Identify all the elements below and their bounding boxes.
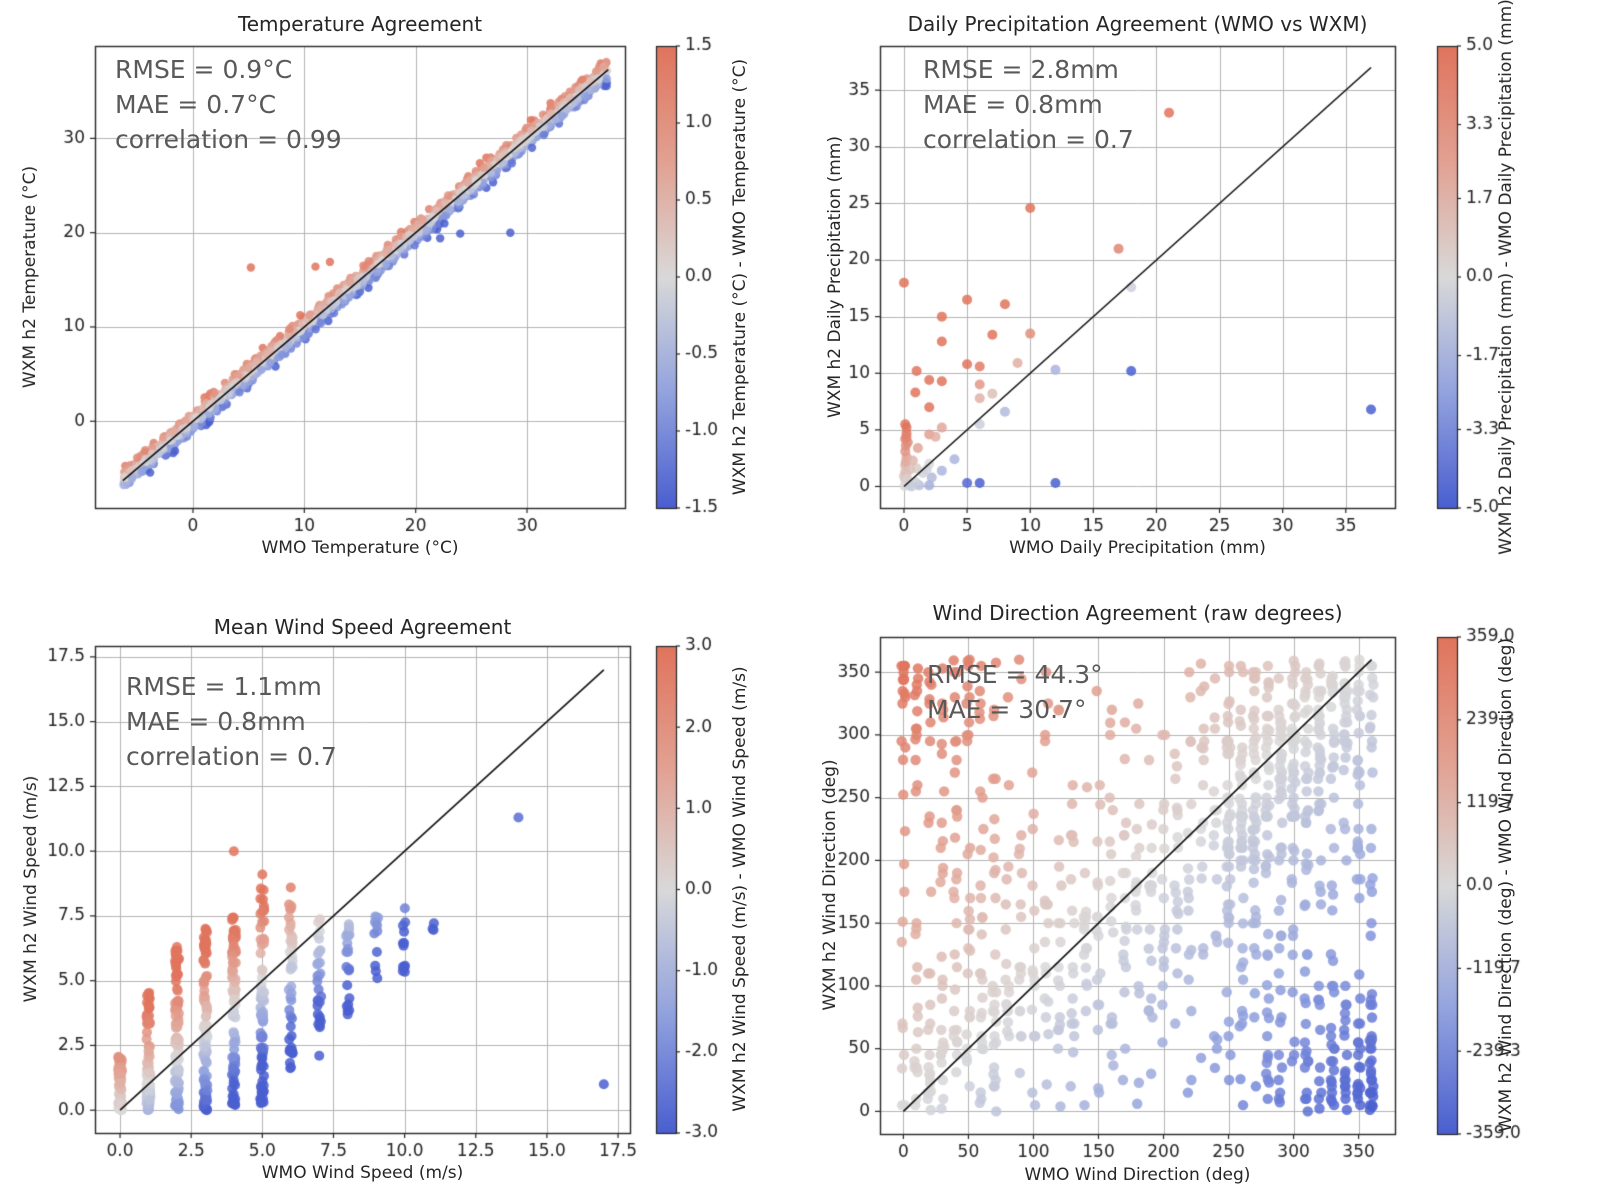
x-axis-label: WMO Daily Precipitation (mm) xyxy=(1009,538,1266,558)
colorbar-label: WXM h2 Daily Precipitation (mm) - WMO Da… xyxy=(1496,0,1516,555)
chart-title: Mean Wind Speed Agreement xyxy=(213,615,512,639)
panel-temperature: Temperature Agreement RMSE = 0.9°C MAE =… xyxy=(0,0,803,597)
y-axis-label: WXM h2 Daily Precipitation (mm) xyxy=(825,136,845,418)
temperature-plot-canvas xyxy=(0,0,803,597)
panel-wind-speed: Mean Wind Speed Agreement RMSE = 1.1mm M… xyxy=(0,597,803,1194)
wind-speed-plot-canvas xyxy=(0,597,803,1194)
stats-text: RMSE = 44.3° MAE = 30.7° xyxy=(927,660,1103,724)
y-axis-label: WXM h2 Wind Speed (m/s) xyxy=(21,775,41,1003)
stats-text: RMSE = 0.9°C MAE = 0.7°C correlation = 0… xyxy=(115,55,342,154)
y-axis-label: WXM h2 Temperature (°C) xyxy=(20,165,40,389)
chart-title: Wind Direction Agreement (raw degrees) xyxy=(932,601,1343,625)
panel-precipitation: Daily Precipitation Agreement (WMO vs WX… xyxy=(803,0,1606,597)
panel-wind-direction: Wind Direction Agreement (raw degrees) R… xyxy=(803,597,1606,1194)
colorbar-label: WXM h2 Wind Direction (deg) - WMO Wind D… xyxy=(1496,638,1516,1132)
x-axis-label: WMO Temperature (°C) xyxy=(261,538,459,558)
wind-direction-plot-canvas xyxy=(803,597,1606,1194)
colorbar-label: WXM h2 Temperature (°C) - WMO Temperatur… xyxy=(730,58,750,496)
x-axis-label: WMO Wind Direction (deg) xyxy=(1024,1165,1251,1185)
chart-title: Temperature Agreement xyxy=(237,12,483,36)
colorbar-label: WXM h2 Wind Speed (m/s) - WMO Wind Speed… xyxy=(730,666,750,1112)
y-axis-label: WXM h2 Wind Direction (deg) xyxy=(820,759,840,1011)
chart-title: Daily Precipitation Agreement (WMO vs WX… xyxy=(907,12,1368,36)
precipitation-plot-canvas xyxy=(803,0,1606,597)
stats-text: RMSE = 2.8mm MAE = 0.8mm correlation = 0… xyxy=(923,55,1134,154)
x-axis-label: WMO Wind Speed (m/s) xyxy=(261,1163,464,1183)
stats-text: RMSE = 1.1mm MAE = 0.8mm correlation = 0… xyxy=(126,672,337,771)
